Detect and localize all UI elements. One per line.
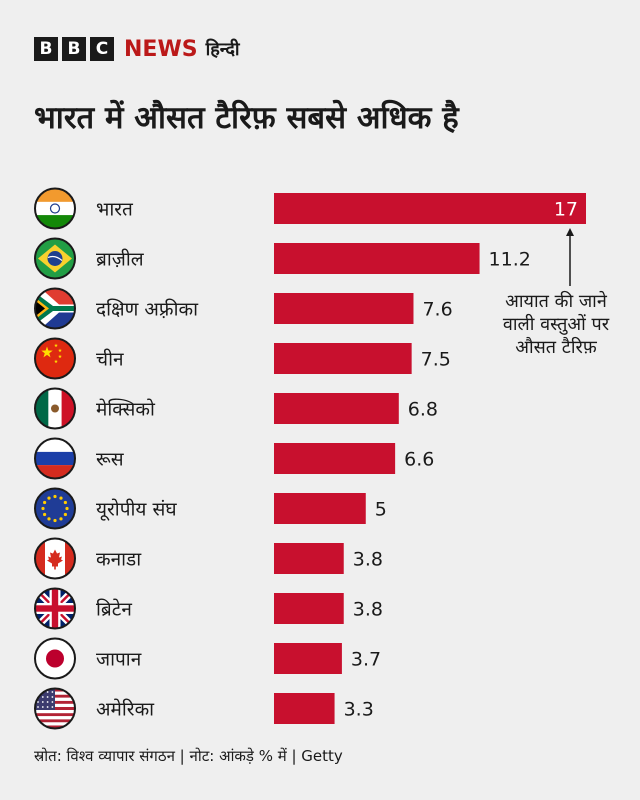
news-wordmark: NEWS [124,36,198,62]
bbc-news-hindi-logo: B B C NEWS हिन्दी [34,36,240,62]
eu-flag [34,487,76,530]
value-label: 7.6 [422,299,452,321]
bbc-logo-b2: B [62,37,86,61]
bar [274,443,396,474]
value-label: 17 [554,199,578,221]
value-label: 3.8 [353,599,383,621]
chart-title: भारत में औसत टैरिफ़ सबसे अधिक है [34,100,459,136]
japan-flag [34,637,76,680]
category-label: रूस [96,449,125,471]
category-label: कनाडा [96,549,142,571]
category-label: ब्रिटेन [96,598,132,621]
china-flag [34,337,76,380]
category-label: चीन [96,348,124,371]
india-flag [34,187,76,230]
value-label: 7.5 [421,349,451,371]
value-label: 3.3 [344,699,374,721]
bar [274,243,480,274]
category-label: भारत [96,199,134,221]
bar [274,493,366,524]
value-label: 11.2 [489,249,531,271]
south-africa-flag [34,287,76,330]
value-label: 3.8 [353,549,383,571]
russia-flag [34,437,76,480]
bar-chart: भारत 17 ब्राज़ील 11.2 दक्षिण अफ़्रीका 7.6 चीन 7… [34,187,586,730]
bar [274,693,335,724]
category-label: दक्षिण अफ़्रीका [96,298,199,321]
category-label: जापान [96,649,142,671]
bbc-logo-c: C [90,37,114,61]
usa-flag [34,687,76,730]
canada-flag [34,537,76,580]
value-label: 6.8 [408,399,438,421]
bar [274,293,414,324]
bar [274,643,342,674]
annotation-arrowhead [566,228,574,236]
value-label: 6.6 [404,449,434,471]
bar [274,343,412,374]
bar [274,393,399,424]
bar [274,543,344,574]
uk-flag [34,587,76,630]
language-wordmark: हिन्दी [205,39,240,60]
chart-annotation: आयात की जाने वाली वस्तुओं पर औसत टैरिफ़ [502,291,610,358]
bbc-logo-b1: B [34,37,58,61]
source-note: स्रोत: विश्व व्यापार संगठन | नोट: आंकड़े… [34,747,343,765]
category-label: ब्राज़ील [96,248,145,271]
bar [274,593,344,624]
value-label: 5 [375,499,387,521]
brazil-flag [34,237,76,280]
category-label: मेक्सिको [96,398,156,421]
mexico-flag [34,387,76,430]
category-label: यूरोपीय संघ [96,498,177,522]
bar [274,193,586,224]
value-label: 3.7 [351,649,381,671]
category-label: अमेरिका [96,698,155,721]
